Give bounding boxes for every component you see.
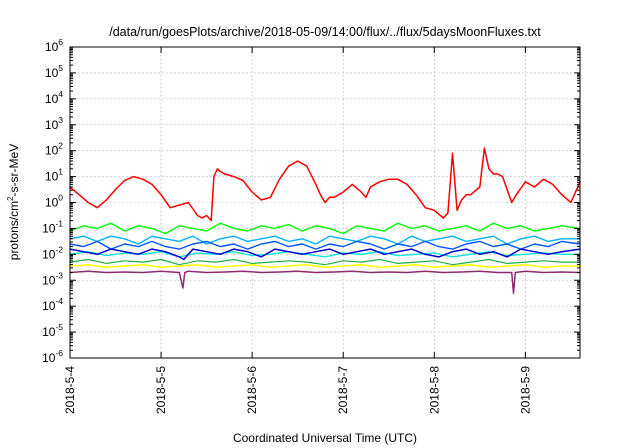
y-tick-label-base: 10 [45,196,59,210]
y-tick-label-base: 10 [42,325,56,339]
y-tick-label: 10-6 [42,348,63,365]
x-tick-label: 2018-5-8 [427,366,441,414]
y-tick-label-exponent: -2 [55,244,63,254]
series-line-6 [69,248,581,261]
series-line-7 [69,258,581,266]
x-tick-label: 2018-5-7 [336,366,350,414]
series-line-1 [69,147,581,222]
y-tick-label-base: 10 [42,273,56,287]
series-line-9 [69,270,581,294]
series-line-8 [69,263,581,269]
y-axis-label-base: protons/cm [7,201,21,260]
grid [70,47,580,358]
y-tick-label: 105 [45,63,63,80]
y-tick-label: 10-5 [42,322,63,339]
y-tick-label: 101 [45,167,63,184]
x-tick-label: 2018-5-5 [154,366,168,414]
y-tick-label: 100 [45,193,63,210]
y-tick-label: 102 [45,141,63,158]
y-axis-label: protons/cm2-s-sr-MeV [6,144,21,260]
y-tick-label-base: 10 [42,247,56,261]
chart-title: /data/run/goesPlots/archive/2018-05-09/1… [109,25,541,39]
y-tick-label-exponent: 2 [58,141,63,151]
y-tick-label-exponent: -1 [55,218,63,228]
y-tick-label: 10-3 [42,270,63,287]
y-axis-label-sup: 2 [6,196,15,201]
x-tick-labels: 2018-5-4 2018-5-5 2018-5-6 2018-5-7 2018-5-8… [63,366,532,414]
y-tick-label-exponent: -6 [55,348,63,358]
y-tick-label: 10-4 [42,296,63,313]
x-tick-label: 2018-5-9 [518,366,532,414]
y-tick-label-base: 10 [45,66,59,80]
y-tick-label-base: 10 [45,170,59,184]
x-tick-label: 2018-5-6 [245,366,259,414]
y-tick-label-exponent: -4 [55,296,63,306]
y-tick-label-base: 10 [42,221,56,235]
series-line-2 [69,222,581,235]
x-axis-label: Coordinated Universal Time (UTC) [233,431,417,445]
y-tick-label-exponent: 3 [58,115,63,125]
y-tick-label-exponent: -3 [55,270,63,280]
series-line-4 [69,240,581,250]
y-axis-label-rest: -s-sr-MeV [7,144,21,197]
series-group [69,147,581,294]
tick-marks [69,46,580,359]
y-tick-label-base: 10 [45,92,59,106]
y-tick-label-base: 10 [42,351,56,365]
y-tick-label-base: 10 [45,144,59,158]
y-tick-label-base: 10 [45,40,59,54]
y-tick-labels: 10-610-510-410-310-210-11001011021031041… [42,37,63,365]
y-tick-label: 10-2 [42,244,63,261]
y-tick-label: 104 [45,89,63,106]
y-tick-label: 10-1 [42,218,63,235]
series-line-3 [69,235,581,245]
y-tick-label-exponent: 4 [58,89,63,99]
y-tick-label-base: 10 [45,118,59,132]
y-tick-label: 103 [45,115,63,132]
y-tick-label: 106 [45,37,63,54]
y-tick-label-exponent: 1 [58,167,63,177]
x-tick-label: 2018-5-4 [63,366,77,414]
y-tick-label-base: 10 [42,299,56,313]
y-tick-label-exponent: 0 [58,193,63,203]
y-tick-label-exponent: 6 [58,37,63,47]
y-tick-label-exponent: -5 [55,322,63,332]
y-tick-label-exponent: 5 [58,63,63,73]
